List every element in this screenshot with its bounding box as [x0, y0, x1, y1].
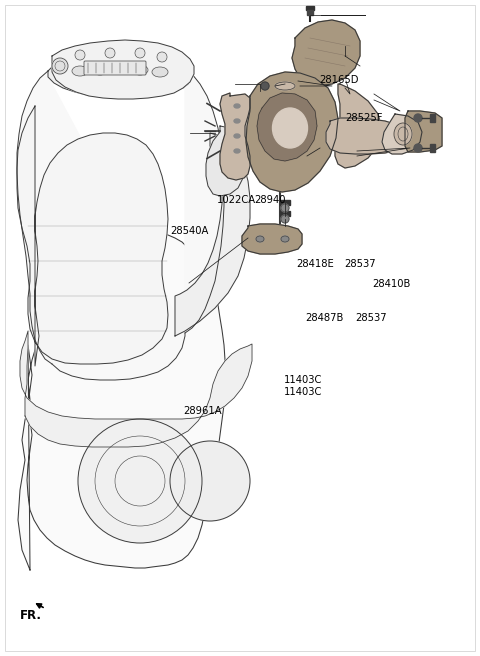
Text: 28165D: 28165D: [319, 75, 359, 85]
Polygon shape: [335, 84, 382, 168]
Circle shape: [414, 144, 422, 152]
Text: 28410B: 28410B: [372, 279, 410, 289]
Bar: [306, 6, 314, 10]
Circle shape: [78, 419, 202, 543]
Circle shape: [105, 48, 115, 58]
Polygon shape: [20, 331, 252, 447]
Polygon shape: [382, 114, 422, 154]
Ellipse shape: [152, 67, 168, 77]
Polygon shape: [52, 40, 194, 99]
Text: 28961A: 28961A: [183, 406, 222, 417]
Ellipse shape: [394, 123, 412, 145]
Polygon shape: [175, 133, 250, 336]
Polygon shape: [242, 224, 302, 254]
Text: 28487B: 28487B: [305, 313, 343, 323]
Bar: [430, 144, 435, 152]
Ellipse shape: [234, 119, 240, 123]
Circle shape: [281, 215, 289, 223]
Text: 28940: 28940: [254, 195, 286, 205]
Circle shape: [281, 204, 289, 212]
Ellipse shape: [234, 149, 240, 153]
Polygon shape: [405, 111, 442, 152]
Circle shape: [261, 82, 269, 90]
Ellipse shape: [273, 108, 308, 148]
Circle shape: [52, 58, 68, 74]
Ellipse shape: [72, 66, 88, 76]
Circle shape: [414, 114, 422, 122]
Polygon shape: [292, 20, 360, 86]
Polygon shape: [220, 93, 250, 180]
Text: 28537: 28537: [345, 258, 376, 269]
Text: 11403C: 11403C: [284, 375, 323, 386]
Bar: [307, 10, 313, 15]
Polygon shape: [17, 54, 224, 380]
Polygon shape: [48, 54, 190, 98]
Polygon shape: [257, 93, 317, 161]
Polygon shape: [17, 106, 168, 366]
Text: FR.: FR.: [20, 609, 42, 622]
Ellipse shape: [281, 236, 289, 242]
Text: 11403C: 11403C: [284, 387, 323, 398]
Bar: [280, 200, 290, 205]
Polygon shape: [206, 126, 245, 196]
Text: 28540A: 28540A: [170, 226, 209, 236]
Ellipse shape: [256, 236, 264, 242]
Ellipse shape: [112, 64, 128, 74]
Ellipse shape: [234, 134, 240, 138]
Circle shape: [170, 441, 250, 521]
Ellipse shape: [92, 65, 108, 75]
Circle shape: [135, 48, 145, 58]
Circle shape: [157, 52, 167, 62]
Circle shape: [75, 50, 85, 60]
Text: 28418E: 28418E: [297, 258, 335, 269]
Ellipse shape: [234, 104, 240, 108]
Polygon shape: [326, 118, 415, 154]
Ellipse shape: [275, 82, 295, 90]
Polygon shape: [18, 217, 226, 570]
Text: 28537: 28537: [355, 313, 387, 323]
Bar: [430, 114, 435, 122]
Ellipse shape: [132, 65, 148, 75]
FancyBboxPatch shape: [84, 61, 146, 75]
Text: 28525F: 28525F: [346, 113, 383, 123]
Bar: [280, 211, 290, 216]
Polygon shape: [246, 72, 338, 192]
Text: 1022CA: 1022CA: [217, 195, 256, 205]
